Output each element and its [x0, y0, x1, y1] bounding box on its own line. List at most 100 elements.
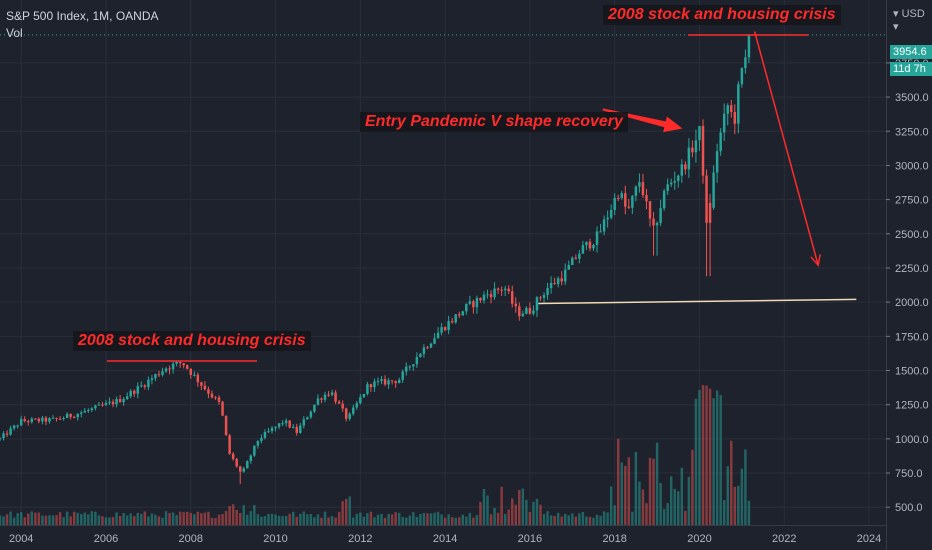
- volume-bar: [253, 504, 256, 525]
- candle-body: [401, 371, 404, 380]
- volume-bar: [698, 389, 701, 525]
- volume-bar: [511, 498, 514, 525]
- volume-bar: [309, 514, 313, 525]
- candle-body: [500, 289, 503, 291]
- candle-body: [94, 405, 97, 409]
- candle-body: [203, 385, 207, 390]
- volume-bar: [249, 511, 253, 525]
- candle-body: [458, 314, 461, 316]
- candle-body: [348, 413, 351, 419]
- x-tick-label: 2012: [348, 533, 372, 545]
- volume-bar: [443, 517, 447, 525]
- price-axis-panel: [886, 0, 932, 550]
- volume-bar: [415, 516, 419, 525]
- candle-body: [390, 380, 394, 382]
- volume-bar: [58, 512, 62, 525]
- volume-bar: [422, 512, 426, 525]
- candle-body: [691, 147, 694, 153]
- candle-body: [684, 164, 687, 170]
- volume-bar: [108, 517, 111, 525]
- volume-bar: [465, 516, 468, 525]
- candle-body: [182, 363, 185, 366]
- candle-body: [108, 401, 111, 403]
- volume-bar: [429, 513, 433, 525]
- candle-body: [5, 433, 9, 435]
- volume-bar: [291, 511, 295, 525]
- candle-body: [369, 384, 373, 388]
- candle-body: [747, 34, 751, 58]
- candle-body: [224, 415, 228, 436]
- volume-bar: [217, 514, 221, 525]
- volume-bar: [715, 390, 719, 525]
- volume-bar: [140, 513, 143, 525]
- candle-body: [655, 222, 659, 226]
- volume-bar: [588, 516, 592, 525]
- volume-label[interactable]: Vol: [6, 26, 23, 40]
- volume-bar: [30, 511, 34, 525]
- candle-body: [359, 397, 362, 404]
- volume-bar: [627, 457, 631, 525]
- volume-bar: [546, 511, 549, 525]
- annotation-top-right[interactable]: 2008 stock and housing crisis: [603, 5, 841, 25]
- volume-bars: [0, 385, 751, 525]
- volume-bar: [189, 512, 193, 525]
- candle-body: [0, 438, 2, 440]
- candle-body: [397, 379, 401, 384]
- candle-body: [744, 57, 747, 69]
- candle-body: [253, 445, 256, 456]
- candle-body: [101, 404, 104, 406]
- volume-bar: [143, 511, 147, 525]
- candle-body: [125, 396, 129, 399]
- candle-body: [327, 394, 330, 396]
- candle-body: [634, 186, 638, 196]
- candle-body: [200, 382, 203, 386]
- annotation-middle[interactable]: Entry Pandemic V shape recovery: [360, 112, 628, 132]
- volume-bar: [518, 489, 521, 525]
- y-tick-label: 2500.0: [895, 229, 929, 241]
- candle-body: [246, 461, 249, 469]
- volume-bar: [2, 516, 5, 525]
- volume-bar: [256, 514, 260, 525]
- volume-bar: [479, 501, 482, 525]
- volume-bar: [231, 504, 235, 525]
- volume-bar: [274, 514, 277, 525]
- volume-bar: [41, 515, 44, 525]
- symbol-title[interactable]: S&P 500 Index, 1M, OANDA: [6, 9, 159, 23]
- candle-body: [58, 418, 62, 420]
- volume-bar: [277, 515, 281, 525]
- candle-body: [563, 269, 567, 282]
- volume-bar: [19, 512, 23, 525]
- candle-body: [189, 368, 193, 375]
- volume-bar: [496, 512, 500, 525]
- countdown-tag: 11d 7h: [890, 62, 932, 76]
- volume-bar: [535, 498, 539, 525]
- candle-body: [542, 295, 546, 298]
- candle-body: [136, 386, 140, 394]
- volume-bar: [645, 503, 648, 525]
- candle-body: [613, 197, 616, 210]
- volume-bar: [178, 511, 182, 525]
- candle-body: [511, 291, 514, 304]
- candle-body: [518, 306, 521, 317]
- candle-body: [30, 418, 34, 423]
- volume-bar: [482, 489, 486, 525]
- candle-body: [263, 431, 267, 438]
- candle-body: [270, 428, 274, 432]
- volume-bar: [76, 512, 79, 525]
- candle-body: [687, 147, 691, 170]
- volume-bar: [740, 468, 744, 525]
- currency-selector[interactable]: ▾ USD ▾: [893, 8, 925, 33]
- annotation-left[interactable]: 2008 stock and housing crisis: [73, 331, 311, 351]
- candle-body: [2, 433, 5, 439]
- candle-body: [567, 265, 571, 270]
- candle-body: [260, 437, 263, 441]
- candle-body: [323, 394, 327, 400]
- candle-body: [274, 426, 277, 429]
- volume-bar: [677, 491, 680, 525]
- volume-bar: [376, 514, 380, 525]
- candle-body: [708, 202, 712, 223]
- volume-bar: [458, 517, 461, 525]
- volume-bar: [722, 500, 726, 525]
- candle-body: [44, 417, 48, 422]
